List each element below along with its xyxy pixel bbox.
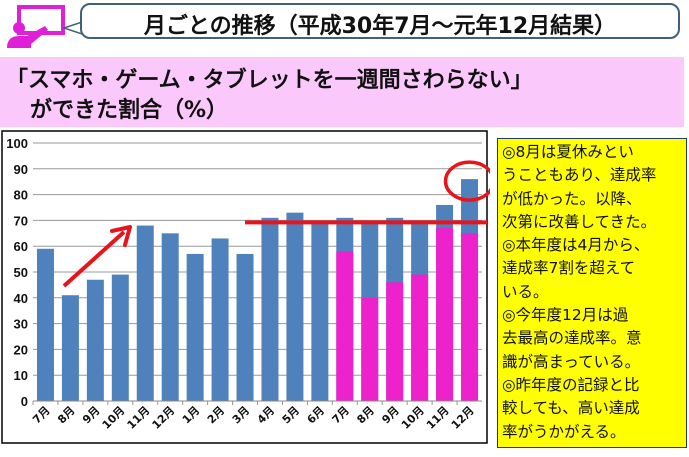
note-line: いる。: [502, 282, 549, 301]
note-line: ◎昨年度の記録と比: [502, 375, 640, 394]
bar-previous-year: [386, 282, 404, 401]
note-line: 達成率7割を超えて: [502, 259, 636, 278]
y-tick-label: 40: [14, 291, 28, 306]
subtitle-line2: ができた割合（%）: [30, 98, 229, 123]
y-tick-label: 30: [14, 317, 28, 332]
note-line: が低かった。以降、: [502, 189, 642, 208]
bar-current: [211, 238, 229, 401]
y-tick-label: 80: [14, 188, 28, 203]
bar-current: [136, 225, 154, 401]
subtitle-line1: 「スマホ・ゲーム・タブレットを一週間さわらない」: [6, 68, 533, 93]
y-tick-label: 10: [14, 368, 28, 383]
arrow-head-icon: [110, 225, 132, 247]
note-line: ◎今年度12月は過: [502, 306, 629, 325]
y-tick-label: 20: [14, 342, 28, 357]
note-line: 較しても、高い達成: [502, 399, 640, 418]
presenter-icon: [7, 5, 65, 48]
header-title: 月ごとの推移（平成30年7月～元年12月結果）: [143, 14, 617, 39]
bar-current: [86, 279, 104, 401]
notes-box: ◎8月は夏休みということもあり、達成率 が低かった。以降、 次第に改善してきた。 ◎本…: [497, 138, 687, 448]
note-line: 去最高の達成率。意: [502, 329, 642, 348]
bar-current: [61, 295, 79, 401]
bar-current: [161, 233, 179, 401]
bar-current: [311, 222, 329, 401]
bar-current: [186, 253, 204, 401]
bar-previous-year: [336, 251, 354, 401]
bar-current: [36, 248, 54, 401]
trend-arrow: [62, 230, 126, 288]
bar-previous-year: [436, 228, 454, 401]
bar-current: [236, 253, 254, 401]
y-tick-label: 0: [21, 394, 28, 409]
bar-current: [286, 212, 304, 401]
note-line: 次第に改善してきた。: [502, 212, 657, 231]
note-line: 識が高まっている。: [502, 352, 641, 371]
y-tick-label: 90: [14, 162, 28, 177]
bar-current: [261, 217, 279, 401]
note-line: うこともあり、達成率: [502, 166, 657, 185]
note-line: ◎8月は夏休みとい: [502, 143, 634, 161]
y-tick-label: 60: [14, 239, 28, 254]
note-line: ◎本年度は4月から、: [502, 236, 650, 255]
highlight-circle: [443, 160, 490, 202]
bar-previous-year: [461, 233, 479, 401]
y-tick-label: 100: [6, 136, 28, 151]
bar-current: [111, 274, 129, 401]
note-line: 率がうかがえる。: [502, 422, 626, 441]
bar-previous-year: [361, 297, 379, 401]
y-tick-label: 70: [14, 213, 28, 228]
header-callout: 月ごとの推移（平成30年7月～元年12月結果）: [80, 3, 680, 39]
subtitle-band: 「スマホ・ゲーム・タブレットを一週間さわらない」 ができた割合（%）: [0, 57, 684, 127]
y-tick-label: 50: [14, 265, 28, 280]
bar-previous-year: [411, 274, 429, 401]
